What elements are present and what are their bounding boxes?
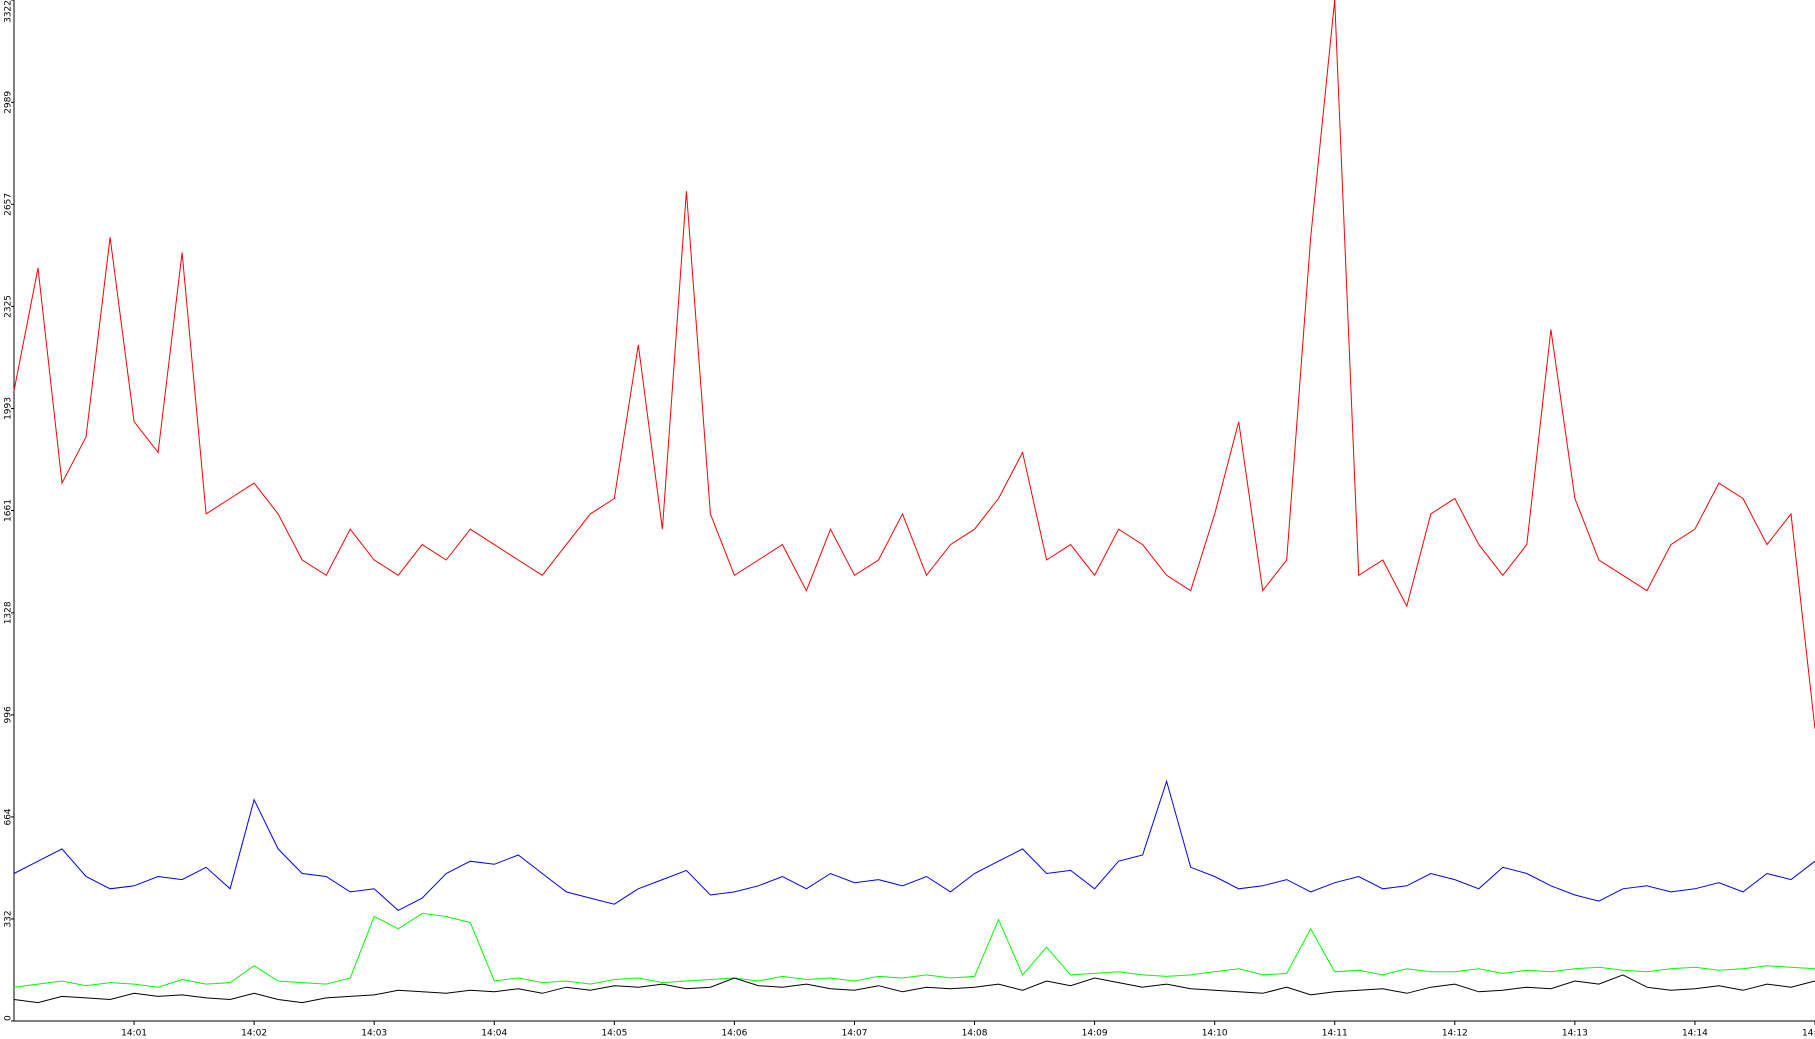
y-tick-label: 2325 — [4, 295, 14, 318]
x-tick-label: 14:03 — [361, 1029, 387, 1039]
y-tick-label: 664 — [4, 808, 14, 825]
series-line — [13, 0, 1815, 730]
y-tick-label: 996 — [4, 706, 14, 723]
x-tick-label: 14:05 — [601, 1029, 627, 1039]
y-tick-label: 3322 — [4, 0, 14, 23]
y-tick-label: 0 — [4, 1015, 14, 1021]
x-tick-label: 14:02 — [241, 1029, 267, 1039]
x-tick-label: 14:11 — [1322, 1029, 1348, 1039]
series-line — [13, 912, 1815, 988]
series-line — [13, 779, 1815, 912]
x-tick-label: 14:15 — [1802, 1029, 1815, 1039]
x-tick-label: 14:13 — [1562, 1029, 1588, 1039]
x-tick-label: 14:10 — [1202, 1029, 1228, 1039]
x-tick-label: 14:14 — [1682, 1029, 1708, 1039]
x-tick-label: 14:06 — [721, 1029, 747, 1039]
x-tick-label: 14:09 — [1082, 1029, 1108, 1039]
y-tick-label: 1328 — [4, 601, 14, 624]
y-tick-label: 332 — [4, 910, 14, 927]
x-tick-label: 14:12 — [1442, 1029, 1468, 1039]
y-tick-label: 2657 — [4, 193, 14, 216]
x-tick-label: 14:04 — [481, 1029, 507, 1039]
series-line — [13, 974, 1815, 1004]
x-tick-label: 14:01 — [121, 1029, 147, 1039]
x-tick-label: 14:08 — [962, 1029, 988, 1039]
x-tick-label: 14:07 — [841, 1029, 867, 1039]
y-tick-label: 1993 — [4, 397, 14, 420]
y-tick-label: 1661 — [4, 499, 14, 522]
y-tick-label: 2989 — [4, 91, 14, 114]
